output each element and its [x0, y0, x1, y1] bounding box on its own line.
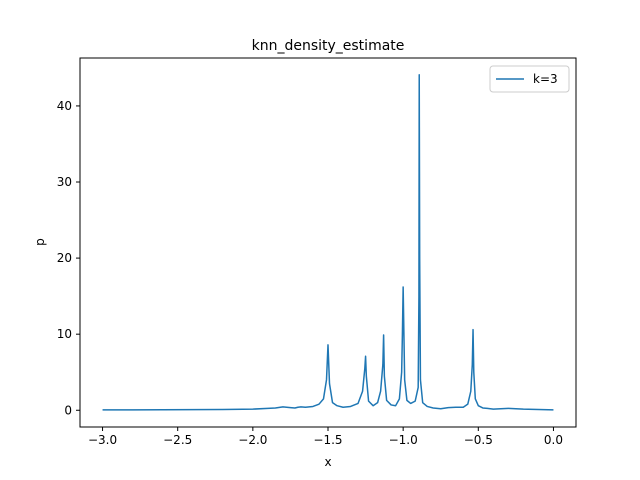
- x-tick-label: −3.0: [88, 433, 117, 447]
- legend: k=3: [489, 65, 570, 93]
- y-axis-label: p: [33, 238, 47, 246]
- x-axis-label: x: [324, 455, 331, 469]
- legend-label: k=3: [533, 72, 558, 86]
- legend-box: [489, 65, 570, 93]
- y-tick-label: 20: [57, 251, 72, 265]
- x-tick-label: −2.0: [238, 433, 267, 447]
- series-line-k3: [102, 73, 554, 411]
- y-axis: 0 10 20 30 40: [57, 99, 80, 417]
- x-tick-label: −1.0: [389, 433, 418, 447]
- axes-background: [80, 58, 576, 427]
- x-tick-label: −0.5: [464, 433, 493, 447]
- y-tick-label: 30: [57, 175, 72, 189]
- y-tick-label: 40: [57, 99, 72, 113]
- plot-area: [79, 57, 577, 428]
- x-tick-label: 0.0: [544, 433, 563, 447]
- x-tick-label: −1.5: [313, 433, 342, 447]
- y-tick-label: 0: [64, 403, 72, 417]
- y-tick-label: 10: [57, 327, 72, 341]
- chart-title: knn_density_estimate: [252, 38, 405, 54]
- x-tick-label: −2.5: [163, 433, 192, 447]
- x-axis: −3.0 −2.5 −2.0 −1.5 −1.0 −0.5 0.0: [88, 427, 563, 447]
- series-layer: [102, 73, 554, 411]
